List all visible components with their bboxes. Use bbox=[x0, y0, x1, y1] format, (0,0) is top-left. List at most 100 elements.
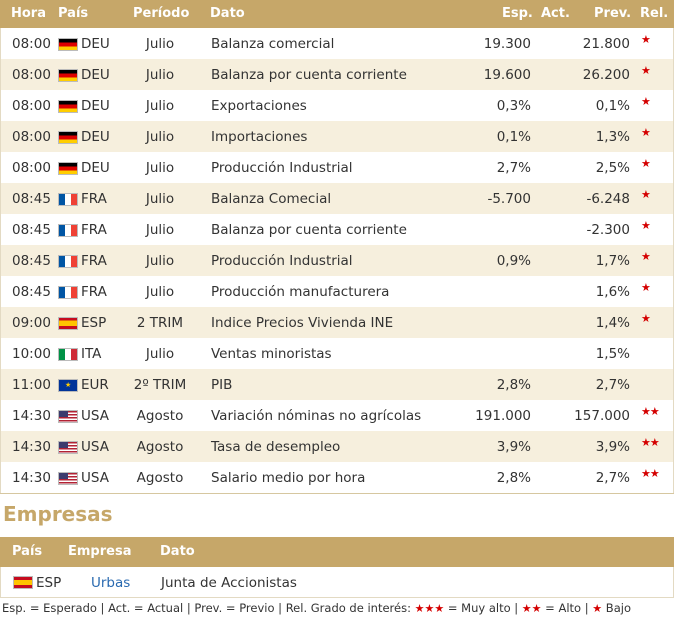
header-act: Act. bbox=[541, 6, 570, 21]
france-flag-icon bbox=[58, 255, 78, 268]
row-esp: 0,1% bbox=[496, 129, 531, 145]
row-prev: -2.300 bbox=[586, 222, 630, 238]
france-flag-icon bbox=[58, 193, 78, 206]
row-pais: EUR bbox=[81, 377, 109, 393]
row-pais: DEU bbox=[81, 160, 110, 176]
row-rel-stars: ★ bbox=[641, 312, 651, 325]
row-periodo: Agosto bbox=[136, 408, 184, 424]
row-dato: Balanza comercial bbox=[211, 36, 335, 52]
row-pais: USA bbox=[81, 439, 109, 455]
row-periodo: Julio bbox=[145, 98, 175, 114]
france-flag-icon bbox=[58, 286, 78, 299]
row-periodo: 2 TRIM bbox=[136, 315, 184, 331]
row-rel-stars: ★ bbox=[641, 219, 651, 232]
row-prev: 2,7% bbox=[595, 470, 630, 486]
spain-flag-icon bbox=[58, 317, 78, 330]
row-periodo: Agosto bbox=[136, 439, 184, 455]
table-row: 11:00 EUR 2º TRIM PIB 2,8% 2,7% bbox=[0, 369, 674, 400]
table-row: 08:00 DEU Julio Producción Industrial 2,7% 2,… bbox=[0, 152, 674, 183]
france-flag-icon bbox=[58, 224, 78, 237]
usa-flag-icon bbox=[58, 410, 78, 423]
row-rel-stars: ★ bbox=[641, 281, 651, 294]
empresas-title: Empresas bbox=[3, 502, 113, 526]
row-prev: 1,3% bbox=[595, 129, 630, 145]
row-rel-stars: ★★ bbox=[641, 436, 660, 449]
row-hora: 08:45 bbox=[12, 253, 51, 269]
empresas-header-empresa: Empresa bbox=[68, 544, 132, 559]
row-hora: 11:00 bbox=[12, 377, 51, 393]
row-pais: DEU bbox=[81, 98, 110, 114]
calendar-page: Hora País Período Dato Esp. Act. Prev. R… bbox=[0, 0, 674, 494]
row-dato: Producción Industrial bbox=[211, 160, 353, 176]
row-hora: 10:00 bbox=[12, 346, 51, 362]
row-hora: 08:45 bbox=[12, 222, 51, 238]
header-dato: Dato bbox=[210, 6, 245, 21]
table-row: 08:00 DEU Julio Balanza comercial 19.300 21.8… bbox=[0, 28, 674, 59]
row-pais: FRA bbox=[81, 253, 107, 269]
row-pais: DEU bbox=[81, 36, 110, 52]
empresa-link[interactable]: Urbas bbox=[91, 575, 131, 591]
legend-mid: = Alto | bbox=[541, 601, 593, 615]
row-hora: 08:00 bbox=[12, 67, 51, 83]
table-row: 08:45 FRA Julio Producción Industrial 0,9% 1,… bbox=[0, 245, 674, 276]
table-row: 14:30 USA Agosto Variación nóminas no agríc… bbox=[0, 400, 674, 431]
row-periodo: Julio bbox=[145, 129, 175, 145]
table-row: 08:45 FRA Julio Balanza Comecial -5.700 -6.24… bbox=[0, 183, 674, 214]
table-row: 08:45 FRA Julio Producción manufacturera 1,6… bbox=[0, 276, 674, 307]
row-dato: Variación nóminas no agrícolas bbox=[211, 408, 422, 424]
row-hora: 14:30 bbox=[12, 439, 51, 455]
eu-flag-icon bbox=[58, 379, 78, 392]
table-row: 14:30 USA Agosto Tasa de desempleo 3,9% 3,9% ★… bbox=[0, 431, 674, 462]
empresas-table: País Empresa Dato ESP Urbas Junta de Acc… bbox=[0, 537, 674, 598]
row-prev: 26.200 bbox=[582, 67, 630, 83]
row-periodo: 2º TRIM bbox=[133, 377, 187, 393]
row-dato: Producción manufacturera bbox=[211, 284, 390, 300]
row-prev: 157.000 bbox=[574, 408, 630, 424]
row-periodo: Julio bbox=[145, 191, 175, 207]
legend-stars-low: ★ bbox=[592, 602, 603, 615]
empresas-header: País Empresa Dato bbox=[0, 537, 674, 567]
economic-calendar-table: Hora País Período Dato Esp. Act. Prev. R… bbox=[0, 0, 674, 494]
germany-flag-icon bbox=[58, 38, 78, 51]
usa-flag-icon bbox=[58, 441, 78, 454]
row-prev: 2,5% bbox=[595, 160, 630, 176]
row-periodo: Julio bbox=[145, 36, 175, 52]
row-dato: Importaciones bbox=[211, 129, 308, 145]
empresas-header-dato: Dato bbox=[160, 544, 195, 559]
row-periodo: Julio bbox=[145, 222, 175, 238]
table-row: 09:00 ESP 2 TRIM Indice Precios Vivienda IN… bbox=[0, 307, 674, 338]
row-rel-stars: ★ bbox=[641, 250, 651, 263]
row-pais: DEU bbox=[81, 67, 110, 83]
empresas-row: ESP Urbas Junta de Accionistas bbox=[0, 567, 674, 598]
header-periodo: Período bbox=[133, 6, 190, 21]
legend-text: Esp. = Esperado | Act. = Actual | Prev. … bbox=[2, 601, 415, 615]
row-hora: 08:45 bbox=[12, 191, 51, 207]
header-rel: Rel. bbox=[640, 6, 669, 21]
empresas-row-dato: Junta de Accionistas bbox=[161, 575, 297, 591]
row-rel-stars: ★★ bbox=[641, 467, 660, 480]
row-hora: 09:00 bbox=[12, 315, 51, 331]
row-dato: PIB bbox=[211, 377, 233, 393]
row-periodo: Julio bbox=[145, 67, 175, 83]
row-esp: 0,3% bbox=[496, 98, 531, 114]
table-row: 10:00 ITA Julio Ventas minoristas 1,5% bbox=[0, 338, 674, 369]
row-esp: 191.000 bbox=[475, 408, 531, 424]
germany-flag-icon bbox=[58, 100, 78, 113]
row-prev: 1,6% bbox=[595, 284, 630, 300]
row-hora: 08:00 bbox=[12, 36, 51, 52]
row-dato: Salario medio por hora bbox=[211, 470, 366, 486]
row-esp: 2,8% bbox=[496, 470, 531, 486]
row-rel-stars: ★ bbox=[641, 188, 651, 201]
row-esp: 0,9% bbox=[496, 253, 531, 269]
row-rel-stars: ★ bbox=[641, 33, 651, 46]
row-dato: Ventas minoristas bbox=[211, 346, 332, 362]
row-periodo: Agosto bbox=[136, 470, 184, 486]
empresas-row-pais: ESP bbox=[36, 575, 62, 591]
row-prev: 21.800 bbox=[582, 36, 630, 52]
row-pais: ESP bbox=[81, 315, 107, 331]
header-pais: País bbox=[58, 6, 89, 21]
row-periodo: Julio bbox=[145, 346, 175, 362]
legend-low: Bajo bbox=[602, 601, 631, 615]
legend-high: = Muy alto | bbox=[444, 601, 522, 615]
row-esp: 2,8% bbox=[496, 377, 531, 393]
